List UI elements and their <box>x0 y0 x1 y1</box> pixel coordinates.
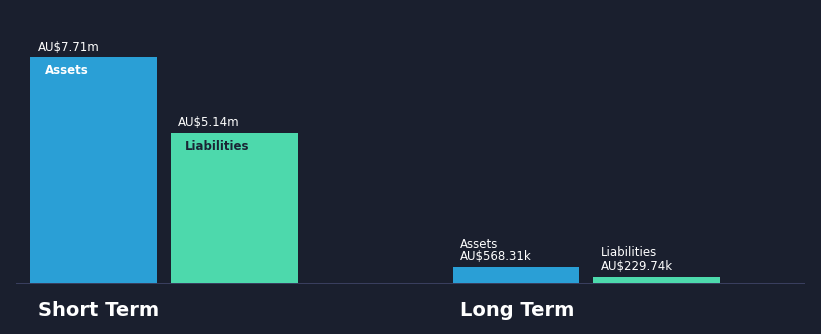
Text: AU$568.31k: AU$568.31k <box>460 250 531 263</box>
Text: Liabilities: Liabilities <box>186 140 250 153</box>
Text: AU$5.14m: AU$5.14m <box>178 116 240 129</box>
Text: Liabilities: Liabilities <box>600 245 657 259</box>
Bar <box>452 267 580 283</box>
Bar <box>594 277 720 283</box>
Bar <box>172 133 298 283</box>
Text: Assets: Assets <box>44 64 89 77</box>
Text: Short Term: Short Term <box>38 302 158 321</box>
Text: Assets: Assets <box>460 238 498 251</box>
Bar <box>30 57 157 283</box>
Text: AU$7.71m: AU$7.71m <box>38 41 99 54</box>
Text: Long Term: Long Term <box>460 302 574 321</box>
Text: AU$229.74k: AU$229.74k <box>600 260 672 273</box>
